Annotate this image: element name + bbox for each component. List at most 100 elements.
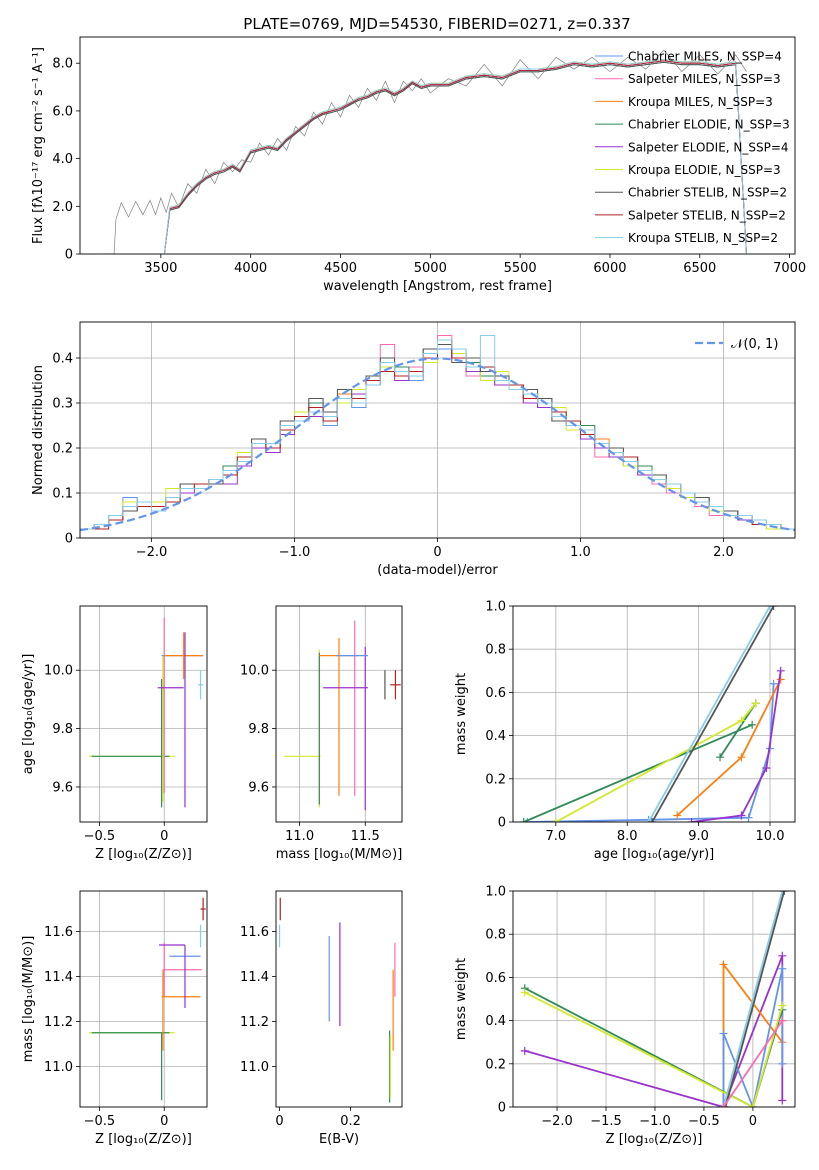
plus-marker (748, 1103, 757, 1107)
model-spectrum-line (163, 60, 747, 254)
y-tick-label: 1.0 (485, 600, 506, 615)
plus-marker (716, 753, 725, 762)
plus-marker (520, 988, 529, 997)
legend-label: Chabrier ELODIE, N_SSP=3 (628, 118, 790, 132)
x-tick-label: 0 (160, 1114, 168, 1129)
axes-frame (79, 36, 796, 255)
y-tick-label: 0.2 (485, 772, 506, 787)
legend-label: Kroupa STELIB, N_SSP=2 (628, 231, 778, 245)
axes-frame (512, 605, 796, 823)
legend-label: Salpeter STELIB, N_SSP=2 (628, 208, 786, 222)
y-tick-label: 8.0 (52, 57, 73, 72)
panel-age_vs_Z: −0.5 0 9.6 9.8 10.0 Z [log₁₀(Z/Z⊙)] age [log₁₀… (21, 605, 208, 862)
plus-marker (719, 1103, 728, 1107)
y-tick-label: 1.0 (485, 885, 506, 900)
gaussian-curve (80, 357, 795, 532)
plus-marker (778, 951, 787, 960)
plus-marker (751, 699, 760, 708)
y-tick-label: 9.6 (52, 780, 73, 795)
legend-label: Chabrier MILES, N_SSP=4 (628, 50, 782, 64)
plus-marker (737, 753, 746, 762)
plot-area (101, 49, 747, 254)
x-axis-label: age [log₁₀(age/yr)] (594, 847, 715, 862)
plus-marker (719, 960, 728, 969)
y-tick-label: 6.0 (52, 104, 73, 119)
mass-weight-line (555, 702, 757, 822)
legend-label: Kroupa MILES, N_SSP=3 (628, 95, 773, 109)
model-spectrum-line (163, 58, 747, 254)
plus-marker (780, 891, 789, 895)
figure-title: PLATE=0769, MJD=54530, FIBERID=0271, z=0… (243, 15, 630, 33)
y-tick-label: 0.8 (485, 643, 506, 658)
y-tick-label: 0 (65, 532, 73, 547)
model-spectrum-line (163, 58, 747, 254)
plot-area (519, 606, 785, 822)
mass-weight-line (691, 670, 782, 822)
plus-marker (744, 813, 753, 822)
y-tick-label: 0.8 (485, 928, 506, 943)
y-tick-label: 11.6 (44, 925, 73, 940)
plus-marker (778, 964, 787, 973)
panel-mass_weight_vs_age: 7.0 8.0 9.0 10.0 0 0.2 0.4 0.6 0.8 1.0 age [log₁₀(… (454, 600, 796, 862)
model-spectrum-line (163, 61, 747, 254)
x-axis-label: Z [log₁₀(Z/Z⊙)] (95, 847, 192, 862)
y-tick-label: 11.2 (240, 1015, 269, 1030)
y-tick-label: 0.2 (52, 442, 73, 457)
y-tick-label: 10.0 (44, 664, 73, 679)
plot-area (283, 620, 401, 811)
chart-panels: 3500 4000 4500 5000 5500 6000 6500 7000 0 2.0 4.0 6… (21, 36, 806, 1147)
plot-area (278, 897, 396, 1103)
mass-weight-line (527, 683, 775, 822)
mass-weight-line (524, 987, 784, 1107)
axes-frame (275, 605, 403, 823)
plus-marker (719, 1029, 728, 1038)
y-tick-label: 0.2 (485, 1057, 506, 1072)
model-spectrum-line (163, 58, 747, 254)
panel-mass_vs_Z: −0.5 0 11.0 11.2 11.4 11.6 Z [log₁₀(Z/Z⊙)] mass… (21, 890, 208, 1147)
x-tick-label: −0.5 (688, 1114, 720, 1129)
panel-age_vs_mass: 11.0 11.5 9.6 9.8 10.0 mass [log₁₀(M/M⊙)] (240, 605, 403, 862)
plus-marker (776, 666, 785, 675)
y-tick-label: 0.1 (52, 487, 73, 502)
axes-frame (512, 890, 796, 1108)
y-tick-label: 9.8 (52, 722, 73, 737)
model-spectrum-line (163, 61, 747, 254)
legend-label: Salpeter ELODIE, N_SSP=4 (628, 140, 789, 154)
plus-marker (523, 818, 532, 822)
x-tick-label: −1.0 (279, 545, 311, 560)
y-tick-label: 0 (498, 816, 506, 831)
axes-frame (275, 890, 403, 1108)
panel-mass_vs_ebv: 0 0.2 11.0 11.2 11.4 11.6 E(B-V) (240, 890, 403, 1147)
plot-area (89, 617, 204, 808)
plus-marker (644, 818, 653, 822)
plus-marker (687, 818, 696, 822)
y-axis-label: Flux [fλ10⁻¹⁷ erg cm⁻² s⁻¹ A⁻¹] (31, 47, 46, 244)
axes-frame (79, 890, 208, 1108)
y-tick-label: 0 (65, 248, 73, 263)
x-tick-label: 11.0 (285, 829, 314, 844)
y-tick-label: 11.0 (44, 1060, 73, 1075)
y-tick-label: 11.6 (240, 925, 269, 940)
mass-weight-line (524, 991, 784, 1107)
plus-marker (519, 818, 528, 822)
y-tick-label: 9.8 (248, 722, 269, 737)
x-tick-label: 8.0 (617, 829, 638, 844)
x-tick-label: 0 (433, 545, 441, 560)
y-tick-label: 0.3 (52, 397, 73, 412)
y-tick-label: 11.4 (44, 970, 73, 985)
x-tick-label: 2.0 (713, 545, 734, 560)
plus-marker (762, 764, 771, 772)
plus-marker (766, 606, 775, 610)
plus-marker (673, 811, 682, 820)
x-tick-label: 0.2 (340, 1114, 361, 1129)
x-tick-label: 7.0 (545, 829, 566, 844)
x-tick-label: −2.0 (541, 1114, 573, 1129)
y-tick-label: 0 (498, 1101, 506, 1116)
plus-marker (778, 1016, 787, 1025)
mass-weight-line (722, 968, 784, 1107)
plus-marker (520, 1046, 529, 1055)
mass-weight-line (719, 702, 757, 758)
x-tick-label: 6500 (683, 261, 716, 276)
mass-weight-line (722, 1020, 784, 1107)
